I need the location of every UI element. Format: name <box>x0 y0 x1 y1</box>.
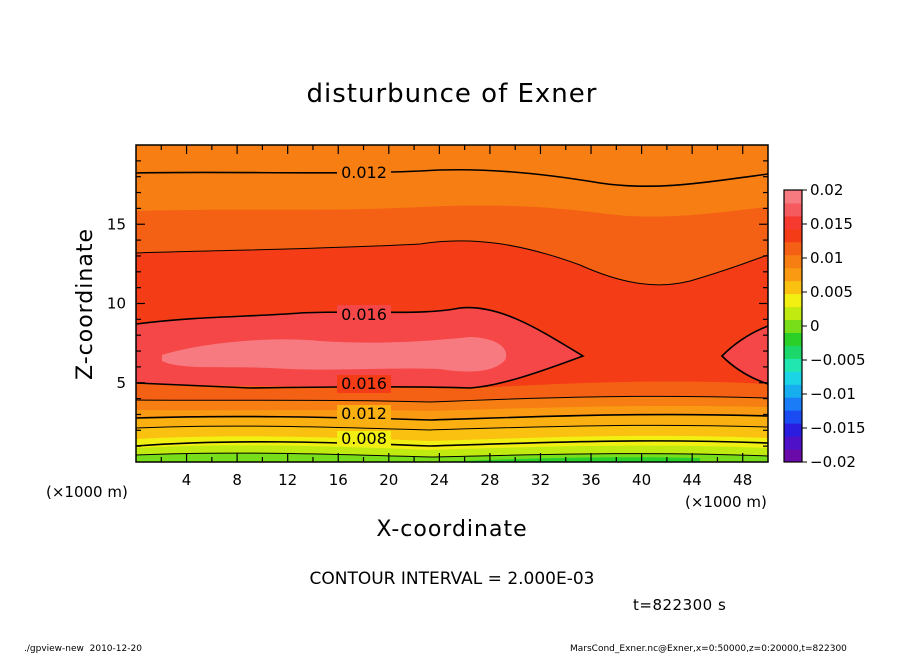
contour-line-0.014-low <box>136 395 768 403</box>
colorbar-swatch <box>784 280 802 295</box>
x-tick-label: 28 <box>480 471 499 489</box>
colorbar-label: −0.02 <box>810 453 856 471</box>
colorbar-swatch <box>784 215 802 230</box>
colorbar-label: −0.01 <box>810 385 856 403</box>
contour-labels: 0.012 0.016 0.016 0.012 0.008 <box>337 163 391 448</box>
x-unit-right: (×1000 m) <box>685 493 767 511</box>
y-axis: 5 10 15 <box>107 160 768 447</box>
y-tick-label: 5 <box>116 374 126 392</box>
contour-line-0.014 <box>136 240 768 286</box>
colorbar-swatch <box>784 228 802 243</box>
colorbar-swatch <box>784 345 802 359</box>
contour-line-0.016-right <box>720 325 768 385</box>
y-axis-label: Z-coordinate <box>73 228 98 380</box>
colorbar-label: 0.01 <box>810 249 843 267</box>
colorbar: 0.02 0.015 0.01 0.005 0 −0.005 −0.01 −0.015 −0.0… <box>783 181 866 471</box>
contour-label: 0.016 <box>341 305 387 324</box>
colorbar-swatch <box>784 410 802 424</box>
contour-label: 0.016 <box>341 374 387 393</box>
x-tick-label: 36 <box>581 471 600 489</box>
x-tick-label: 8 <box>232 471 242 489</box>
x-tick-label: 44 <box>683 471 702 489</box>
colorbar-swatch <box>784 332 802 346</box>
colorbar-swatch <box>784 306 802 321</box>
colorbar-label: −0.015 <box>810 419 866 437</box>
contour-line-0.008 <box>136 440 768 447</box>
plot-area <box>136 145 768 462</box>
colorbar-swatch <box>784 436 802 450</box>
contour-line-0.006 <box>136 452 768 458</box>
x-tick-label: 48 <box>733 471 752 489</box>
x-tick-label: 32 <box>531 471 550 489</box>
x-tick-label: 40 <box>632 471 651 489</box>
y-tick-label: 15 <box>107 215 126 233</box>
footer-left: ./gpview-new 2010-12-20 <box>24 644 142 654</box>
colorbar-swatch <box>784 241 802 256</box>
colorbar-label: 0 <box>810 317 820 335</box>
field-band-0.019 <box>162 337 507 372</box>
colorbar-swatch <box>784 397 802 411</box>
x-tick-label: 4 <box>182 471 192 489</box>
contour-interval-text: CONTOUR INTERVAL = 2.000E-03 <box>310 569 595 589</box>
colorbar-swatch <box>784 423 802 437</box>
colorbar-swatch <box>784 319 802 333</box>
y-tick-label: 10 <box>107 295 126 313</box>
colorbar-swatch <box>784 190 802 204</box>
time-text: t=822300 s <box>633 596 726 614</box>
footer-right: MarsCond_Exner.nc@Exner,x=0:50000,z=0:20… <box>570 644 847 654</box>
contour-line-0.010 <box>136 424 768 431</box>
contour-line-0.016-upper <box>136 306 585 389</box>
x-axis-label: X-coordinate <box>376 517 527 542</box>
x-tick-label: 24 <box>430 471 449 489</box>
contour-label: 0.012 <box>341 404 387 423</box>
contour-label: 0.012 <box>341 163 387 182</box>
colorbar-label: 0.005 <box>810 283 853 301</box>
x-tick-label: 20 <box>379 471 398 489</box>
contour-line-0.012-low <box>136 413 768 421</box>
x-axis: 4 8 12 16 20 24 28 32 36 40 44 48 <box>160 145 752 489</box>
colorbar-swatch <box>784 293 802 308</box>
contour-label: 0.008 <box>341 429 387 448</box>
colorbar-label: −0.005 <box>810 351 866 369</box>
x-unit-left: (×1000 m) <box>46 483 128 501</box>
contour-line-0.012-top <box>136 168 768 188</box>
chart-title: disturbunce of Exner <box>307 79 598 109</box>
colorbar-label: 0.015 <box>810 215 853 233</box>
colorbar-swatch <box>784 202 802 217</box>
colorbar-swatch <box>784 267 802 282</box>
colorbar-label: 0.02 <box>810 181 843 199</box>
field-band-low-9 <box>440 457 700 462</box>
colorbar-swatch <box>784 358 802 372</box>
colorbar-swatch <box>784 371 802 385</box>
colorbar-swatch <box>784 449 802 463</box>
colorbar-swatch <box>784 384 802 398</box>
colorbar-swatch <box>784 254 802 269</box>
x-tick-label: 16 <box>329 471 348 489</box>
x-tick-label: 12 <box>278 471 297 489</box>
